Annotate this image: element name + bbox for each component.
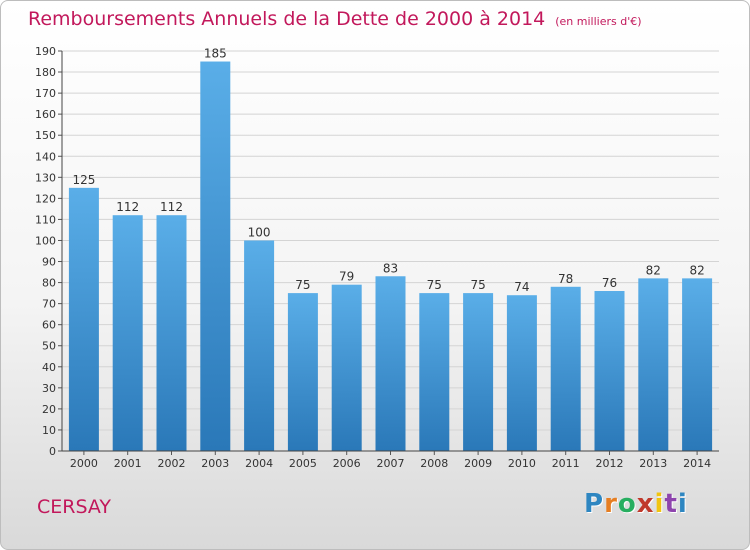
data-label-2002: 112 [160,200,183,214]
x-tick-label-2014: 2014 [683,457,711,470]
bar-2008 [419,293,450,451]
data-label-2011: 78 [558,272,573,286]
x-tick-label-2002: 2002 [158,457,186,470]
bar-2013 [638,278,669,451]
x-tick-label-2003: 2003 [201,457,229,470]
y-tick-label: 180 [35,66,56,79]
y-tick-label: 150 [35,129,56,142]
label-layer: 125 112 112 185 100 75 79 83 75 75 74 78 76 82 82 [72,47,704,295]
title-row: Remboursements Annuels de la Dette de 20… [28,8,642,30]
y-tick-label: 130 [35,171,56,184]
y-tick-label: 80 [42,277,56,290]
data-label-2006: 79 [339,270,354,284]
y-tick-label: 90 [42,256,56,269]
x-tick-label-2013: 2013 [639,457,667,470]
x-tick-label-2001: 2001 [114,457,142,470]
data-label-2012: 76 [602,276,617,290]
y-tick-label: 190 [35,45,56,58]
y-tick-label: 50 [42,340,56,353]
y-tick-label: 120 [35,192,56,205]
bar-2010 [506,295,537,451]
bar-layer [68,61,713,452]
chart-title: Remboursements Annuels de la Dette de 20… [28,8,546,30]
data-label-2005: 75 [295,278,310,292]
y-tick-label: 40 [42,361,56,374]
x-tick-label-2011: 2011 [552,457,580,470]
bar-2005 [287,293,318,451]
y-tick-label: 140 [35,150,56,163]
bar-2011 [550,286,581,451]
x-tick-label-2008: 2008 [420,457,448,470]
brand-logo-letter: r [604,489,618,519]
brand-logo-letter: i [677,489,688,519]
brand-logo: Proxiti [584,489,688,519]
data-label-2009: 75 [470,278,485,292]
data-label-2010: 74 [514,280,529,294]
y-tick-label: 170 [35,87,56,100]
town-name: CERSAY [37,496,112,518]
y-tick-label: 0 [49,445,56,458]
y-tick-label: 20 [42,403,56,416]
bar-2001 [112,215,143,451]
bar-2009 [463,293,494,451]
bar-2007 [375,276,406,451]
data-label-2004: 100 [248,225,271,239]
data-label-2007: 83 [383,261,398,275]
data-label-2001: 112 [116,200,139,214]
data-label-2000: 125 [72,173,95,187]
x-tick-label-2009: 2009 [464,457,492,470]
x-tick-label-2012: 2012 [596,457,624,470]
bar-2004 [244,240,275,451]
chart-subtitle: (en milliers d'€) [555,15,642,28]
y-tick-label: 10 [42,424,56,437]
bar-2003 [200,61,231,452]
axis-layer: 0 10 20 30 40 50 60 70 80 90 100 110 120 130 140 150 160… [35,45,719,470]
x-tick-label-2007: 2007 [377,457,405,470]
x-tick-label-2004: 2004 [245,457,273,470]
brand-logo-letter: t [664,489,678,519]
y-tick-label: 160 [35,108,56,121]
data-label-2003: 185 [204,47,227,61]
y-tick-label: 100 [35,234,56,247]
bar-2014 [682,278,713,451]
y-tick-label: 30 [42,382,56,395]
x-tick-label-2000: 2000 [70,457,98,470]
data-label-2013: 82 [646,263,661,277]
bar-2000 [68,187,99,451]
data-label-2014: 82 [689,263,704,277]
brand-logo-letter: i [654,489,665,519]
y-tick-label: 60 [42,319,56,332]
brand-logo-letter: o [617,489,637,519]
y-tick-label: 110 [35,213,56,226]
x-tick-label-2005: 2005 [289,457,317,470]
y-tick-label: 70 [42,298,56,311]
data-label-2008: 75 [427,278,442,292]
brand-logo-letter: P [584,489,605,519]
bar-2012 [594,291,625,451]
brand-logo-letter: x [636,489,655,519]
x-tick-label-2010: 2010 [508,457,536,470]
bar-2006 [331,284,362,451]
x-tick-label-2006: 2006 [333,457,361,470]
bar-2002 [156,215,187,451]
